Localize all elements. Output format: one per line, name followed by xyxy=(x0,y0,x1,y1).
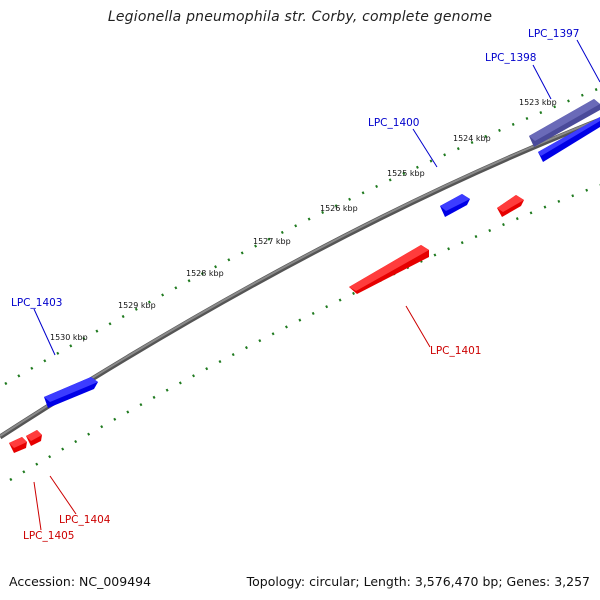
ruler-label-1525: 1525 kbp xyxy=(387,169,425,178)
ruler-label-1524: 1524 kbp xyxy=(453,134,491,143)
ruler-label-1523: 1523 kbp xyxy=(519,98,557,107)
reverse-gene-LPC_1401[interactable] xyxy=(349,245,429,294)
label-leader-lines xyxy=(33,39,600,531)
gene-label-LPC_1403: LPC_1403 xyxy=(11,297,63,309)
ruler-label-1529: 1529 kbp xyxy=(118,301,156,310)
gene-label-LPC_1401: LPC_1401 xyxy=(430,345,482,357)
reverse-gene-LPC_1402[interactable] xyxy=(497,195,524,217)
genome-summary-text: Topology: circular; Length: 3,576,470 bp… xyxy=(246,574,590,589)
reverse-gene-LPC_1405[interactable] xyxy=(9,437,27,453)
ruler-label-1528: 1528 kbp xyxy=(186,269,224,278)
gene-labels: LPC_1397 LPC_1398 LPC_1400 LPC_1403 LPC_… xyxy=(11,28,580,542)
genome-title: Legionella pneumophila str. Corby, compl… xyxy=(107,9,493,25)
ruler-label-1526: 1526 kbp xyxy=(320,204,358,213)
ruler-labels: 1523 kbp 1524 kbp 1525 kbp 1526 kbp 1527… xyxy=(50,98,557,342)
ruler-label-1530: 1530 kbp xyxy=(50,333,88,342)
forward-gene-LPC_1397[interactable] xyxy=(529,99,600,147)
forward-gene-LPC_1403[interactable] xyxy=(44,377,98,408)
inner-tick-track xyxy=(9,183,600,482)
forward-gene-LPC_1400[interactable] xyxy=(440,194,470,217)
gene-label-LPC_1405: LPC_1405 xyxy=(23,530,75,542)
forward-gene-LPC_1398[interactable] xyxy=(538,117,600,162)
gene-label-LPC_1400: LPC_1400 xyxy=(368,117,420,129)
gene-label-LPC_1404: LPC_1404 xyxy=(59,514,111,526)
gene-label-LPC_1398: LPC_1398 xyxy=(485,52,537,64)
gene-label-LPC_1397: LPC_1397 xyxy=(528,28,580,40)
accession-text: Accession: NC_009494 xyxy=(9,574,152,589)
outer-tick-track xyxy=(4,86,600,386)
reverse-gene-LPC_1404[interactable] xyxy=(26,430,42,446)
ruler-label-1527: 1527 kbp xyxy=(253,237,291,246)
